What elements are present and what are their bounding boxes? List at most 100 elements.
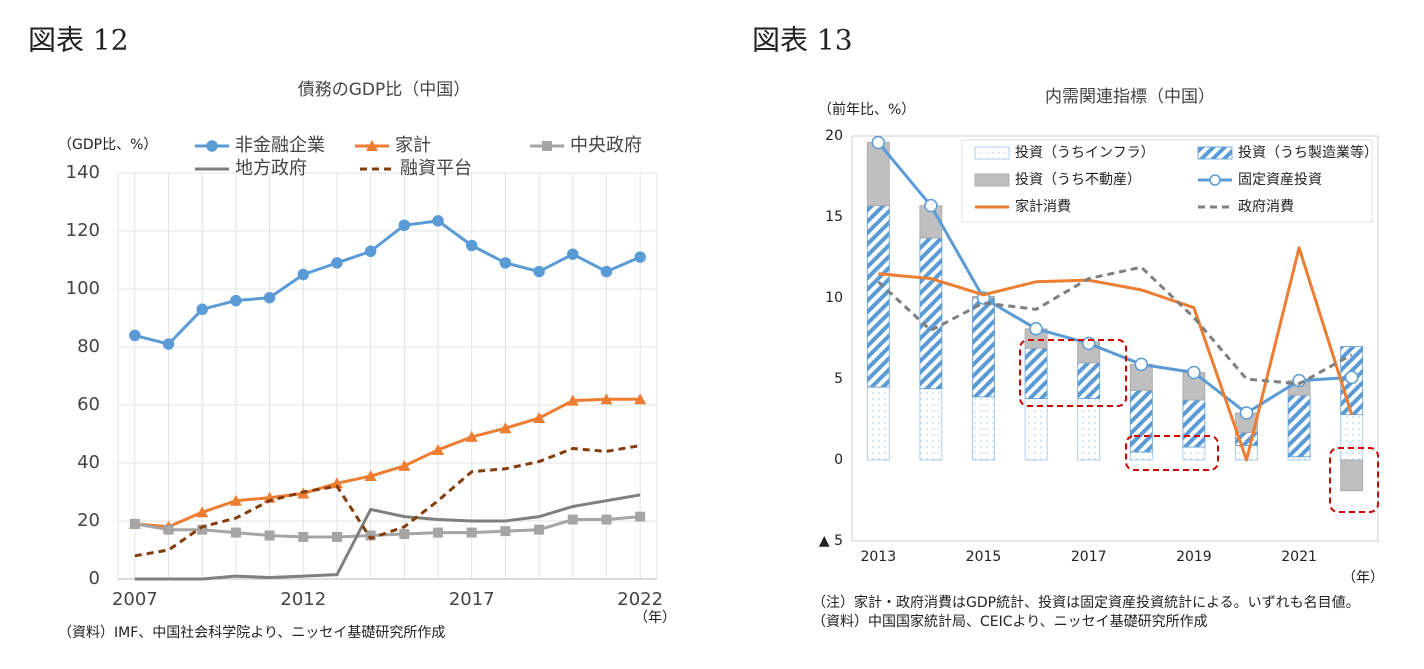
bar xyxy=(1287,394,1311,458)
highlight-box xyxy=(1329,447,1379,513)
y-tick-label: 60 xyxy=(77,394,100,415)
y-tick-label: 10 xyxy=(825,290,843,306)
x-unit: （年） xyxy=(1342,570,1384,586)
marker xyxy=(366,140,378,151)
marker xyxy=(297,268,310,281)
x-tick-label: 2017 xyxy=(449,589,495,610)
chart-title: 債務のGDP比（中国） xyxy=(298,80,471,100)
series-line xyxy=(878,246,1354,462)
marker xyxy=(162,338,175,350)
figure-label: 図表 12 xyxy=(28,24,129,57)
marker xyxy=(1134,357,1149,372)
bar xyxy=(1340,414,1364,461)
bar xyxy=(1024,347,1048,399)
legend-label: 地方政府 xyxy=(235,158,307,179)
legend-label: 非金融企業 xyxy=(235,135,325,156)
legend-swatch xyxy=(974,146,1010,160)
highlight-box xyxy=(1019,339,1127,407)
x-tick-label: 2022 xyxy=(617,589,663,610)
y-tick-label: 0 xyxy=(834,452,843,468)
marker xyxy=(129,329,141,342)
x-tick-label: 2012 xyxy=(280,589,326,610)
marker xyxy=(298,531,309,542)
y-axis-label: （前年比、%） xyxy=(818,101,915,118)
marker xyxy=(600,265,613,278)
x-tick-label: 2015 xyxy=(966,549,1002,565)
bar xyxy=(1129,389,1153,453)
marker xyxy=(1029,322,1043,336)
marker xyxy=(500,526,511,537)
y-tick-label: ▲ 5 xyxy=(819,533,843,549)
legend-marker xyxy=(1209,174,1221,186)
y-tick-label: 40 xyxy=(77,452,100,473)
marker xyxy=(1344,370,1359,385)
marker xyxy=(533,265,545,278)
bar xyxy=(919,388,943,461)
x-tick-label: 2019 xyxy=(1176,549,1212,565)
y-axis-label: （GDP比、%） xyxy=(58,137,157,153)
y-tick-label: 100 xyxy=(66,278,100,299)
marker xyxy=(197,524,208,535)
legend-label: 家計 xyxy=(395,135,431,156)
y-tick-label: 0 xyxy=(89,568,100,589)
legend-label: 家計消費 xyxy=(1015,198,1071,215)
x-tick-label: 2013 xyxy=(860,549,896,565)
y-tick-label: 140 xyxy=(66,162,100,183)
marker xyxy=(466,527,477,538)
legend-label: 融資平台 xyxy=(400,158,472,179)
series-line xyxy=(877,141,1352,415)
marker xyxy=(331,531,342,542)
marker xyxy=(365,530,376,541)
y-tick-label: 20 xyxy=(825,128,843,144)
bar xyxy=(1287,456,1311,461)
marker xyxy=(364,470,377,482)
marker xyxy=(229,494,242,506)
marker xyxy=(230,294,242,307)
legend-label: 投資（うち製造業等） xyxy=(1238,144,1378,161)
y-tick-label: 120 xyxy=(66,220,100,241)
marker xyxy=(264,530,275,541)
marker xyxy=(433,527,444,538)
series-line xyxy=(134,219,641,346)
bar xyxy=(972,396,995,461)
x-tick-label: 2021 xyxy=(1281,549,1317,565)
legend-label: 政府消費 xyxy=(1238,199,1294,215)
y-tick-label: 5 xyxy=(834,371,843,387)
marker xyxy=(542,141,552,151)
marker xyxy=(634,393,647,405)
marker xyxy=(330,477,343,489)
marker xyxy=(196,303,208,316)
bar xyxy=(1182,399,1206,448)
bar xyxy=(1077,362,1101,399)
marker xyxy=(499,422,512,434)
x-tick-label: 2007 xyxy=(112,589,158,610)
y-tick-label: 15 xyxy=(825,209,843,225)
marker xyxy=(533,412,546,424)
note: （資料）中国国家統計局、CEICより、ニッセイ基礎研究所作成 xyxy=(812,613,1208,630)
marker xyxy=(601,514,612,525)
series-line xyxy=(877,265,1353,386)
marker xyxy=(465,430,478,442)
legend-swatch xyxy=(1197,146,1233,160)
legend-swatch xyxy=(974,173,1010,187)
series-line xyxy=(134,493,641,581)
figure-label: 図表 13 xyxy=(752,24,853,57)
source: （資料）IMF、中国社会科学院より、ニッセイ基礎研究所作成 xyxy=(58,624,445,641)
marker xyxy=(230,527,241,538)
marker xyxy=(129,518,140,529)
plot-frame xyxy=(851,135,1379,542)
marker xyxy=(534,524,545,535)
marker xyxy=(263,291,276,304)
marker xyxy=(635,511,646,522)
x-unit: （年） xyxy=(634,610,676,626)
marker xyxy=(432,443,445,455)
bar xyxy=(1340,459,1364,492)
legend-label: 投資（うちインフラ） xyxy=(1015,145,1155,161)
marker xyxy=(499,257,512,269)
marker xyxy=(331,257,343,269)
marker xyxy=(163,524,174,535)
marker xyxy=(465,239,478,252)
bar xyxy=(866,205,890,388)
marker xyxy=(206,140,218,152)
y-tick-label: 20 xyxy=(77,510,100,531)
